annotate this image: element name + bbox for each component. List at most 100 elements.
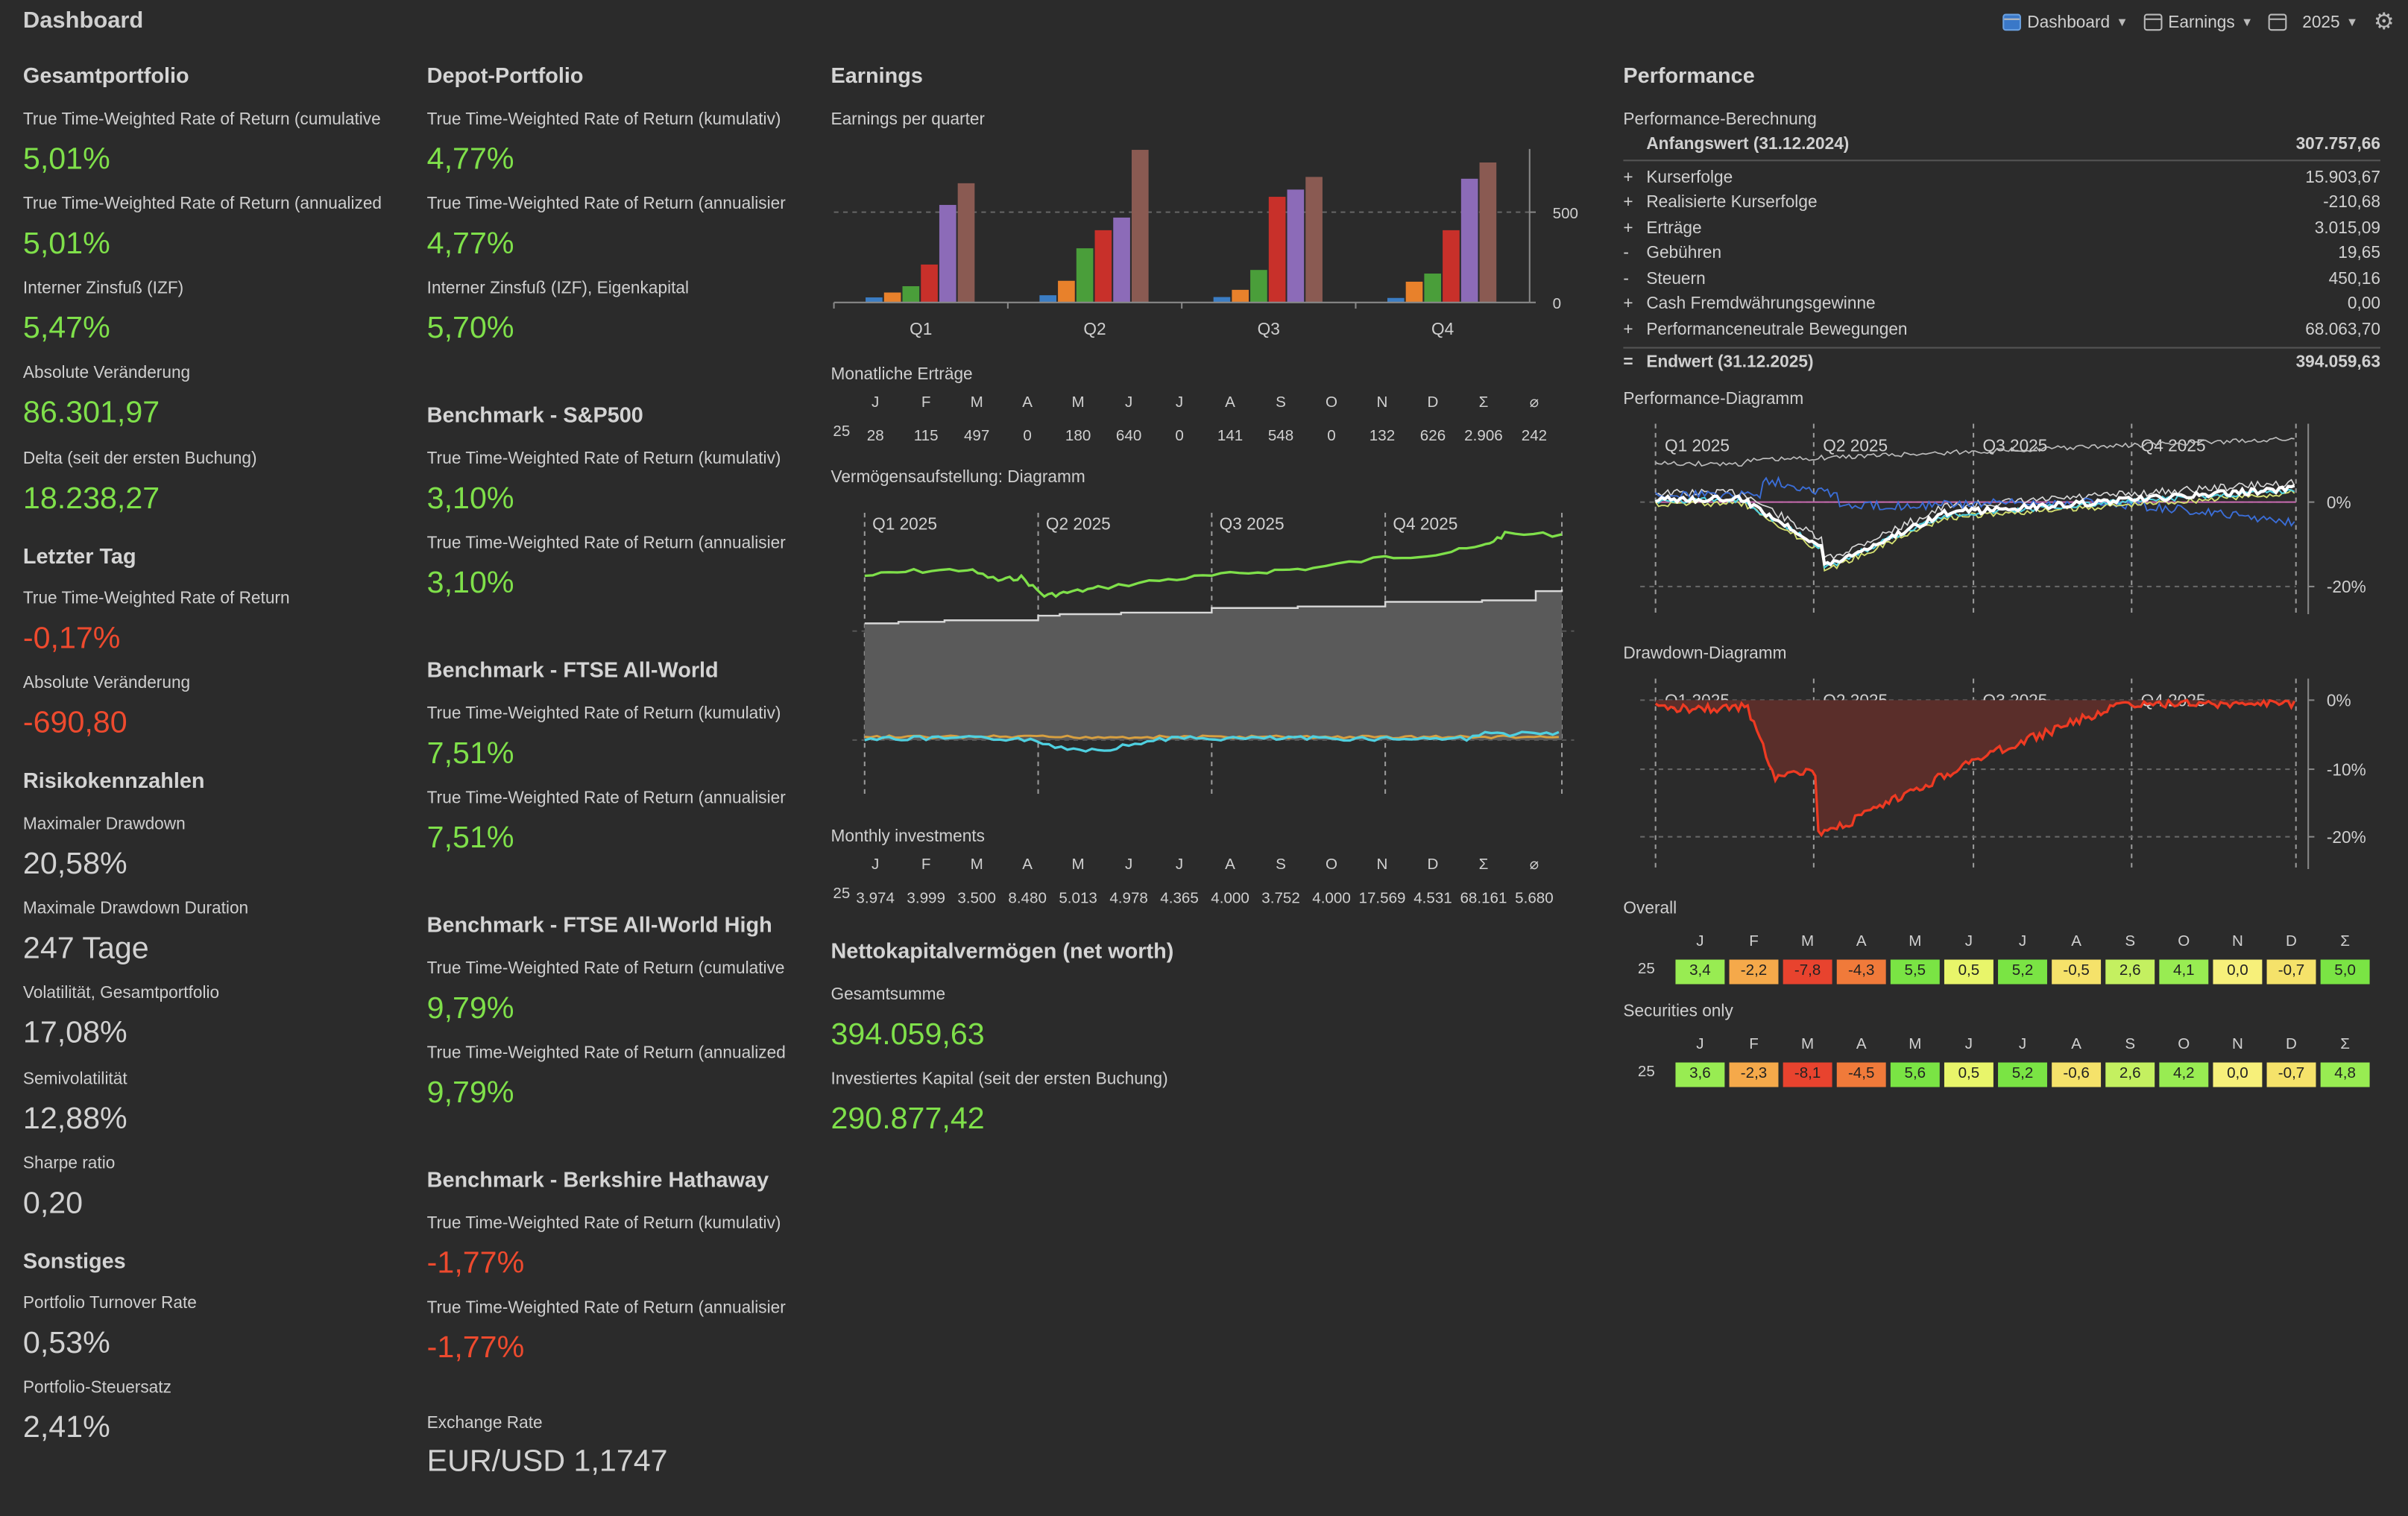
quarter-label: Q1 2025 bbox=[1665, 436, 1730, 455]
month-value: 141 bbox=[1217, 428, 1244, 446]
section-title-sonstiges: Sonstiges bbox=[22, 1248, 126, 1273]
month-header: S bbox=[2125, 1036, 2136, 1054]
x-tick-label: Q4 bbox=[1431, 319, 1454, 338]
month-header: A bbox=[2071, 1036, 2081, 1054]
bar bbox=[883, 292, 901, 303]
quarter-label: Q2 2025 bbox=[1046, 514, 1111, 534]
sp500-annualized-label: True Time-Weighted Rate of Return (annua… bbox=[426, 534, 786, 553]
dashboard-selector[interactable]: Dashboard ▼ bbox=[1998, 11, 2133, 33]
tax-rate-value: 2,41% bbox=[22, 1411, 110, 1445]
x-tick-label: Q3 bbox=[1258, 319, 1280, 338]
month-value: 0 bbox=[1327, 428, 1336, 446]
row-amount: 3.015,09 bbox=[2314, 219, 2380, 239]
dashboard-icon bbox=[2002, 13, 2022, 31]
heatmap-cell: 4,1 bbox=[2159, 959, 2209, 985]
ftse-annualized-value: 7,51% bbox=[426, 821, 514, 856]
section-title-benchmark-ftse: Benchmark - FTSE All-World bbox=[426, 657, 719, 682]
row-name: Anfangswert (31.12.2024) bbox=[1646, 135, 1850, 154]
month-value: 3.999 bbox=[907, 890, 945, 908]
new-window-button[interactable] bbox=[2264, 12, 2292, 32]
heatmap-cell: 0,0 bbox=[2213, 959, 2263, 985]
bar bbox=[1424, 274, 1442, 303]
invested-capital-value: 290.877,42 bbox=[830, 1102, 985, 1137]
section-title-risiko: Risikokennzahlen bbox=[22, 768, 205, 792]
month-header: N bbox=[1376, 394, 1388, 412]
month-header: F bbox=[921, 394, 931, 412]
year-selector-label: 2025 bbox=[2302, 13, 2340, 32]
month-header: A bbox=[1022, 394, 1033, 412]
settings-button[interactable]: ⚙ bbox=[2369, 9, 2399, 35]
app-title: Dashboard bbox=[22, 7, 144, 34]
dashboard-selector-label: Dashboard bbox=[2027, 13, 2111, 32]
heatmap-cell: 3,4 bbox=[1675, 959, 1725, 985]
delta-label: Delta (seit der ersten Buchung) bbox=[22, 449, 257, 469]
y-tick-label: 0% bbox=[2327, 691, 2351, 710]
heatmap-cell: 0,0 bbox=[2213, 1062, 2263, 1087]
exchange-rate-label: Exchange Rate bbox=[426, 1414, 543, 1433]
month-value: 626 bbox=[1419, 428, 1446, 446]
bar bbox=[939, 204, 956, 303]
month-header: N bbox=[2231, 1036, 2243, 1054]
y-tick-label: -10% bbox=[2327, 759, 2366, 779]
month-header: J bbox=[1696, 933, 1704, 951]
month-header: F bbox=[921, 856, 931, 874]
month-header: A bbox=[1856, 933, 1867, 951]
quarter-label: Q2 2025 bbox=[1823, 436, 1888, 455]
max-drawdown-duration-value: 247 Tage bbox=[22, 932, 149, 966]
drawdown-line bbox=[1654, 698, 2296, 838]
depot-ttwror-cumulative-label: True Time-Weighted Rate of Return (kumul… bbox=[426, 110, 781, 130]
performance-row: + Erträge 3.015,09 bbox=[1623, 220, 2380, 244]
month-header: Σ bbox=[2340, 1036, 2350, 1054]
x-tick-label: Q1 bbox=[910, 319, 932, 338]
month-header: J bbox=[1124, 394, 1133, 412]
drawdown-chart-label: Drawdown-Diagramm bbox=[1623, 645, 1787, 663]
month-header: O bbox=[2178, 1036, 2190, 1054]
row-amount: 15.903,67 bbox=[2305, 168, 2380, 188]
securities-returns-label: Securities only bbox=[1623, 1002, 1733, 1021]
semivolatility-label: Semivolatilität bbox=[22, 1070, 127, 1089]
absolute-change-label: Absolute Veränderung bbox=[22, 364, 191, 382]
monthly-earnings-table: J F M A M J J A S O N D Σ ⌀ 25 28 115 497 0 180 640 0 141 548 0 1… bbox=[830, 394, 1598, 455]
year-label: 25 bbox=[1637, 1064, 1655, 1081]
month-header: J bbox=[1964, 1036, 1973, 1054]
y-tick-label: -20% bbox=[2327, 577, 2366, 596]
performance-row: = Endwert (31.12.2025) 394.059,63 bbox=[1623, 353, 2380, 378]
invested-area bbox=[864, 590, 1563, 740]
performance-chart: 0%-20%Q1 2025 Q2 2025 Q3 2025 Q4 2025 bbox=[1640, 423, 2366, 614]
volatility-label: Volatilität, Gesamtportfolio bbox=[22, 984, 220, 1003]
berkshire-cumulative-value: -1,77% bbox=[426, 1246, 525, 1281]
month-header: M bbox=[1801, 1036, 1815, 1054]
bar bbox=[1387, 297, 1405, 303]
divider bbox=[1623, 347, 2380, 349]
month-header: M bbox=[1801, 933, 1815, 951]
row-sign: + bbox=[1623, 168, 1633, 188]
heatmap-cell: 4,8 bbox=[2320, 1062, 2370, 1087]
heatmap-cell: 0,5 bbox=[1944, 1062, 1993, 1087]
performance-row: + Performanceneutrale Bewegungen 68.063,70 bbox=[1623, 321, 2380, 346]
asset-statement-chart: Q1 2025 Q2 2025 Q3 2025 Q4 2025 bbox=[852, 513, 1575, 796]
bar bbox=[1131, 150, 1149, 303]
month-header: N bbox=[2231, 933, 2243, 951]
month-value: 115 bbox=[913, 428, 939, 446]
performance-row: + Kurserfolge 15.903,67 bbox=[1623, 169, 2380, 194]
y-tick-label: 500 bbox=[1553, 205, 1578, 222]
performance-row: - Steuern 450,16 bbox=[1623, 271, 2380, 295]
bar bbox=[1287, 189, 1305, 303]
row-sign: + bbox=[1623, 320, 1633, 340]
earnings-selector[interactable]: Earnings ▼ bbox=[2139, 11, 2257, 33]
month-header: J bbox=[1124, 856, 1133, 874]
total-sum-value: 394.059,63 bbox=[830, 1017, 985, 1052]
monthly-investments-table: J F M A M J J A S O N D Σ ⌀ 25 3.974 3.999 3.500 8.480 5.01… bbox=[830, 856, 1598, 918]
last-day-ttwror-value: -0,17% bbox=[22, 622, 121, 656]
section-title-earnings: Earnings bbox=[830, 63, 923, 88]
toolbar: Dashboard ▼ Earnings ▼ 2025 ▼ ⚙ bbox=[1998, 9, 2399, 35]
section-title-gesamtportfolio: Gesamtportfolio bbox=[22, 63, 189, 88]
row-sign: + bbox=[1623, 294, 1633, 314]
performance-chart-label: Performance-Diagramm bbox=[1623, 390, 1804, 408]
year-selector[interactable]: 2025 ▼ bbox=[2298, 11, 2363, 33]
month-value: 2.906 bbox=[1464, 428, 1503, 446]
section-title-net-worth: Nettokapitalvermögen (net worth) bbox=[830, 938, 1174, 963]
portfolio-line bbox=[1654, 484, 2295, 567]
month-header: D bbox=[1427, 394, 1439, 412]
month-header: Σ bbox=[1478, 856, 1489, 874]
